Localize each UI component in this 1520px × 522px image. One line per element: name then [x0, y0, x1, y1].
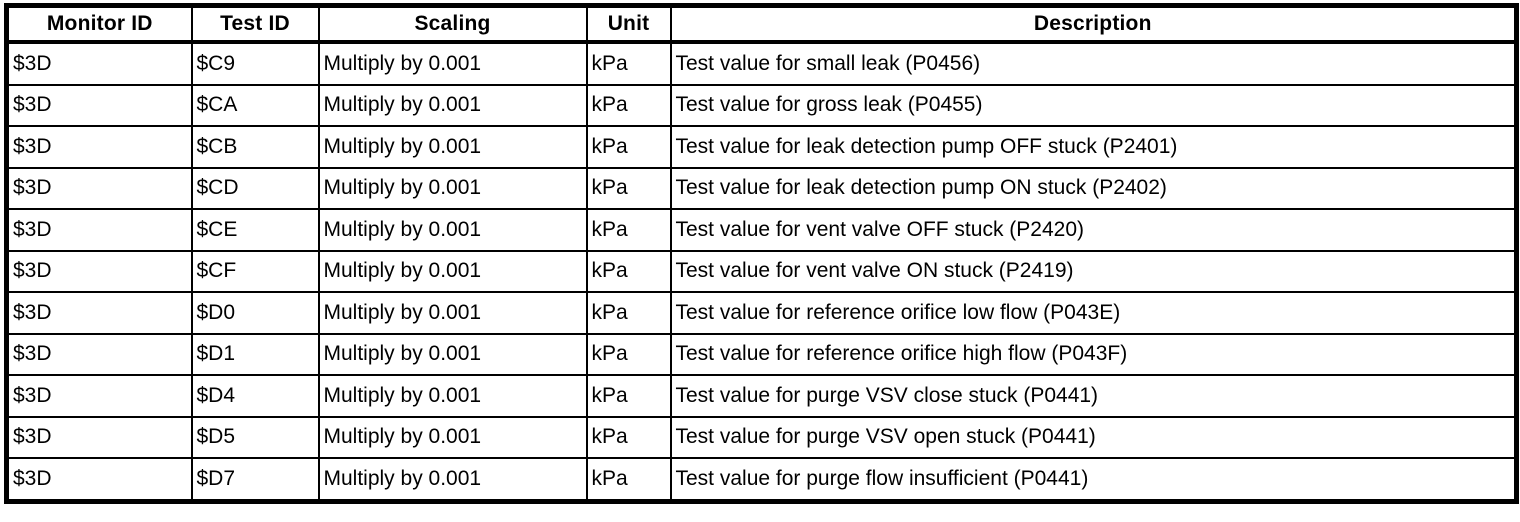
column-header-test-id: Test ID — [190, 4, 320, 44]
cell-test-id: $CF — [190, 249, 320, 293]
table-row: $3D $CD Multiply by 0.001 kPa Test value for… — [5, 166, 1518, 210]
cell-test-id: $C9 — [190, 41, 320, 86]
table-row: $3D $D0 Multiply by 0.001 kPa Test value for… — [5, 291, 1518, 335]
cell-scaling: Multiply by 0.001 — [317, 125, 588, 169]
cell-monitor-id: $3D — [5, 208, 193, 252]
cell-description: Test value for gross leak (P0455) — [669, 83, 1518, 127]
cell-test-id: $CE — [190, 208, 320, 252]
table-row: $3D $CE Multiply by 0.001 kPa Test value for… — [5, 208, 1518, 252]
cell-unit: kPa — [585, 291, 672, 335]
table-row: $3D $CA Multiply by 0.001 kPa Test value for… — [5, 83, 1518, 127]
table-row: $3D $C9 Multiply by 0.001 kPa Test value for… — [5, 41, 1518, 86]
cell-description: Test value for small leak (P0456) — [669, 41, 1518, 86]
obd-test-reference-table: Monitor ID Test ID Scaling Unit Descript… — [4, 3, 1519, 504]
column-header-unit: Unit — [585, 4, 672, 44]
cell-scaling: Multiply by 0.001 — [317, 41, 588, 86]
table-body: $3D $C9 Multiply by 0.001 kPa Test value for… — [5, 41, 1518, 502]
cell-description: Test value for leak detection pump OFF s… — [669, 125, 1518, 169]
cell-unit: kPa — [585, 249, 672, 293]
table-row: $3D $D4 Multiply by 0.001 kPa Test value for… — [5, 374, 1518, 418]
cell-scaling: Multiply by 0.001 — [317, 332, 588, 376]
cell-monitor-id: $3D — [5, 457, 193, 502]
cell-scaling: Multiply by 0.001 — [317, 208, 588, 252]
cell-description: Test value for purge flow insufficient (… — [669, 457, 1518, 502]
header-row: Monitor ID Test ID Scaling Unit Descript… — [5, 4, 1518, 44]
cell-unit: kPa — [585, 41, 672, 86]
cell-test-id: $D4 — [190, 374, 320, 418]
column-header-description: Description — [669, 4, 1518, 44]
cell-monitor-id: $3D — [5, 291, 193, 335]
cell-description: Test value for vent valve ON stuck (P241… — [669, 249, 1518, 293]
cell-unit: kPa — [585, 208, 672, 252]
cell-monitor-id: $3D — [5, 332, 193, 376]
cell-monitor-id: $3D — [5, 374, 193, 418]
cell-description: Test value for purge VSV close stuck (P0… — [669, 374, 1518, 418]
cell-unit: kPa — [585, 166, 672, 210]
cell-scaling: Multiply by 0.001 — [317, 249, 588, 293]
cell-unit: kPa — [585, 125, 672, 169]
cell-scaling: Multiply by 0.001 — [317, 83, 588, 127]
cell-test-id: $CA — [190, 83, 320, 127]
cell-test-id: $D0 — [190, 291, 320, 335]
table-row: $3D $D5 Multiply by 0.001 kPa Test value for… — [5, 415, 1518, 459]
cell-monitor-id: $3D — [5, 166, 193, 210]
cell-scaling: Multiply by 0.001 — [317, 291, 588, 335]
cell-scaling: Multiply by 0.001 — [317, 457, 588, 502]
cell-test-id: $D1 — [190, 332, 320, 376]
cell-monitor-id: $3D — [5, 125, 193, 169]
table-row: $3D $CF Multiply by 0.001 kPa Test value for… — [5, 249, 1518, 293]
cell-scaling: Multiply by 0.001 — [317, 166, 588, 210]
cell-description: Test value for reference orifice low flo… — [669, 291, 1518, 335]
cell-description: Test value for leak detection pump ON st… — [669, 166, 1518, 210]
cell-test-id: $CD — [190, 166, 320, 210]
cell-test-id: $D5 — [190, 415, 320, 459]
cell-description: Test value for purge VSV open stuck (P04… — [669, 415, 1518, 459]
obd-test-reference-table-container: Monitor ID Test ID Scaling Unit Descript… — [4, 3, 1519, 504]
table-row: $3D $D1 Multiply by 0.001 kPa Test value for… — [5, 332, 1518, 376]
cell-description: Test value for reference orifice high fl… — [669, 332, 1518, 376]
cell-monitor-id: $3D — [5, 41, 193, 86]
cell-unit: kPa — [585, 83, 672, 127]
table-row: $3D $CB Multiply by 0.001 kPa Test value for… — [5, 125, 1518, 169]
table-row: $3D $D7 Multiply by 0.001 kPa Test value for… — [5, 457, 1518, 502]
cell-test-id: $D7 — [190, 457, 320, 502]
cell-scaling: Multiply by 0.001 — [317, 415, 588, 459]
cell-monitor-id: $3D — [5, 83, 193, 127]
column-header-monitor-id: Monitor ID — [5, 4, 193, 44]
cell-unit: kPa — [585, 415, 672, 459]
cell-unit: kPa — [585, 374, 672, 418]
cell-monitor-id: $3D — [5, 415, 193, 459]
cell-monitor-id: $3D — [5, 249, 193, 293]
cell-test-id: $CB — [190, 125, 320, 169]
cell-unit: kPa — [585, 332, 672, 376]
column-header-scaling: Scaling — [317, 4, 588, 44]
cell-scaling: Multiply by 0.001 — [317, 374, 588, 418]
cell-description: Test value for vent valve OFF stuck (P24… — [669, 208, 1518, 252]
cell-unit: kPa — [585, 457, 672, 502]
